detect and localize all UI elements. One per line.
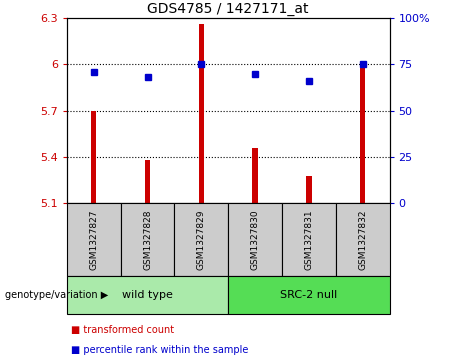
Text: GSM1327830: GSM1327830 [251,209,260,270]
Bar [67,276,228,314]
Bar [306,175,312,203]
Text: genotype/variation ▶: genotype/variation ▶ [5,290,108,300]
Bar [91,111,96,203]
Text: GSM1327831: GSM1327831 [304,209,313,270]
Text: GSM1327832: GSM1327832 [358,209,367,270]
Bar [121,203,174,276]
Bar [252,148,258,203]
Text: GSM1327828: GSM1327828 [143,209,152,270]
Bar [360,68,365,203]
Bar [228,276,390,314]
Bar [199,24,204,203]
Text: wild type: wild type [122,290,173,300]
Text: GSM1327829: GSM1327829 [197,209,206,270]
Bar [145,160,150,203]
Bar [67,203,121,276]
Bar [228,203,282,276]
Bar [174,203,228,276]
Text: ■ percentile rank within the sample: ■ percentile rank within the sample [71,345,249,355]
Text: GSM1327827: GSM1327827 [89,209,98,270]
Title: GDS4785 / 1427171_at: GDS4785 / 1427171_at [148,2,309,16]
Text: ■ transformed count: ■ transformed count [71,325,175,335]
Bar [336,203,390,276]
Bar [282,203,336,276]
Text: SRC-2 null: SRC-2 null [280,290,337,300]
